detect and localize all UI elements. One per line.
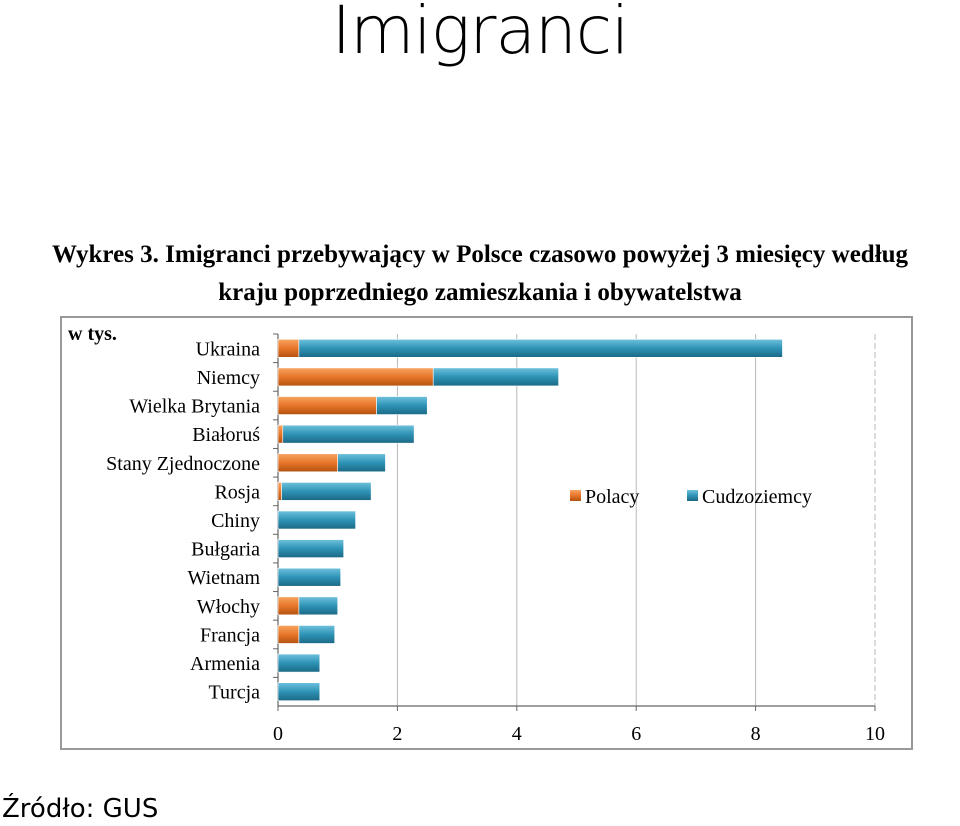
bar-polacy [277,339,300,358]
category-label: Armenia [190,653,260,675]
legend: Polacy Cudzoziemcy [570,486,812,508]
bar-cudzoziemcy [277,539,344,558]
source-note: Źródło: GUS [2,794,159,824]
legend-label: Cudzoziemcy [702,486,812,508]
bars [277,339,783,701]
bar-cudzoziemcy [277,653,321,673]
category-label: Wietnam [188,567,261,589]
bar-polacy [277,367,434,387]
x-tick-label: 2 [392,723,402,745]
category-label: Wielka Brytania [129,396,260,418]
x-tick-label: 4 [512,723,522,745]
bar-cudzoziemcy [298,625,336,644]
bar-cudzoziemcy [376,396,428,415]
legend-swatch [570,490,581,501]
bar-cudzoziemcy [277,510,356,530]
bar-polacy [277,424,284,444]
x-tick-labels: 0 2 4 6 8 10 [273,706,885,745]
gridlines [396,334,876,706]
category-label: Ukraina [196,338,261,360]
slide-title: Imigranci [331,0,630,69]
category-label: Stany Zjednoczone [106,453,260,475]
legend-swatch [687,490,698,501]
x-tick-label: 8 [751,723,761,745]
bar-polacy [277,625,300,644]
category-label: Włochy [197,596,260,618]
chart-title-line2: kraju poprzedniego zamieszkania i obywat… [218,279,742,306]
category-label: Chiny [211,510,260,532]
bar-cudzoziemcy [337,453,386,473]
x-tick-label: 6 [631,723,641,745]
bar-cudzoziemcy [298,596,339,616]
bar-polacy [277,596,300,616]
category-label: Rosja [214,481,260,503]
x-tick-label: 0 [273,723,283,745]
category-label: Białoruś [192,424,260,446]
bar-cudzoziemcy [282,424,415,444]
category-label: Turcja [209,682,261,704]
bar-cudzoziemcy [277,682,321,701]
unit-label: w tys. [68,323,117,345]
bar-polacy [277,396,377,415]
category-label: Bułgaria [191,539,260,561]
category-label: Francja [200,624,260,646]
bar-cudzoziemcy [298,339,783,358]
chart-title-line1: Wykres 3. Imigranci przebywający w Polsc… [51,241,909,268]
legend-label: Polacy [585,486,639,508]
bar-cudzoziemcy [277,567,341,587]
bar-cudzoziemcy [432,367,559,387]
category-label: Niemcy [197,367,260,389]
bar-polacy [277,453,339,473]
category-labels: Ukraina Niemcy Wielka Brytania Białoruś Stan… [106,333,278,704]
bar-cudzoziemcy [281,482,372,501]
bar-chart: Ukraina Niemcy Wielka Brytania Białoruś Stan… [60,316,913,750]
chart-frame [60,316,913,750]
bar-polacy [277,482,282,501]
x-tick-label: 10 [865,723,885,745]
